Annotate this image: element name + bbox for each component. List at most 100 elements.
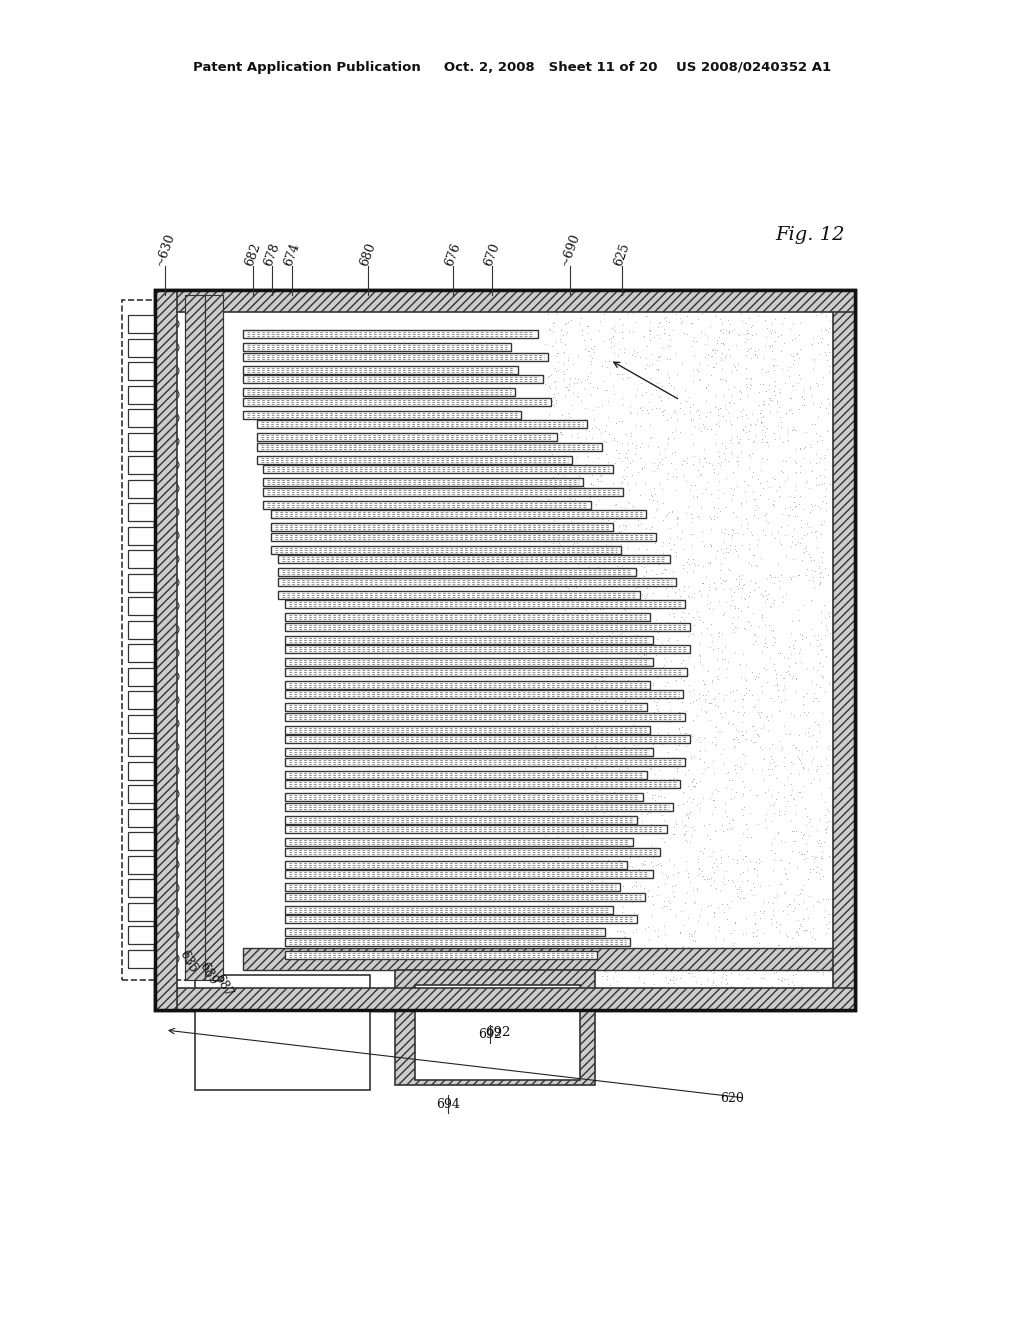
Point xyxy=(773,737,790,758)
Point xyxy=(606,682,623,704)
Point xyxy=(702,418,719,440)
Point xyxy=(705,973,721,994)
Point xyxy=(630,643,646,664)
Point xyxy=(597,755,613,776)
Text: 680: 680 xyxy=(357,242,378,268)
Point xyxy=(811,714,827,735)
Point xyxy=(546,531,562,552)
Point xyxy=(770,969,786,990)
Point xyxy=(688,486,705,507)
Point xyxy=(701,533,718,554)
Point xyxy=(694,861,711,882)
Point xyxy=(642,323,658,345)
Point xyxy=(821,903,838,924)
Point xyxy=(707,821,723,842)
Point xyxy=(692,698,709,719)
Point xyxy=(773,341,790,362)
Point xyxy=(728,878,744,899)
Point xyxy=(746,292,763,313)
Point xyxy=(574,961,591,982)
Point xyxy=(804,413,820,434)
Point xyxy=(559,469,575,490)
Point xyxy=(584,540,600,561)
Point xyxy=(786,974,803,995)
Point xyxy=(553,801,569,822)
Point xyxy=(601,954,617,975)
Point xyxy=(756,956,772,977)
Point xyxy=(730,606,746,627)
Point xyxy=(644,352,660,374)
Point xyxy=(675,581,691,602)
Point xyxy=(758,362,774,383)
Point xyxy=(654,447,671,469)
Point xyxy=(681,871,697,892)
Point xyxy=(771,396,787,417)
Point xyxy=(632,416,648,437)
Point xyxy=(748,495,764,516)
Point xyxy=(558,627,574,648)
Point xyxy=(581,594,597,615)
Point xyxy=(543,560,559,581)
Point xyxy=(682,635,698,656)
Point xyxy=(814,639,830,660)
Point xyxy=(582,859,598,880)
Point xyxy=(680,807,696,828)
Point xyxy=(812,498,828,519)
Point xyxy=(612,545,629,566)
Point xyxy=(621,289,637,310)
Point xyxy=(819,619,836,640)
Point xyxy=(541,544,557,565)
Point xyxy=(544,714,560,735)
Point xyxy=(760,583,776,605)
Point xyxy=(642,774,658,795)
Point xyxy=(578,896,594,917)
Point xyxy=(568,446,585,467)
Point xyxy=(680,862,696,883)
Point xyxy=(668,946,684,968)
Point xyxy=(596,904,612,925)
Point xyxy=(669,527,685,548)
Point xyxy=(698,869,715,890)
Point xyxy=(802,809,818,830)
Point xyxy=(714,983,730,1005)
Point xyxy=(683,816,699,837)
Point xyxy=(716,531,732,552)
Point xyxy=(540,661,556,682)
Point xyxy=(815,665,831,686)
Point xyxy=(612,933,629,954)
Point xyxy=(786,296,803,317)
Point xyxy=(813,524,829,545)
Point xyxy=(583,487,599,508)
Point xyxy=(809,820,825,841)
Point xyxy=(657,936,674,957)
Point xyxy=(694,521,711,543)
Point xyxy=(585,678,601,700)
Point xyxy=(771,921,787,942)
Point xyxy=(665,824,681,845)
Point xyxy=(751,393,767,414)
Point xyxy=(815,668,831,689)
Point xyxy=(639,801,655,822)
Point xyxy=(680,962,696,983)
Point xyxy=(615,875,632,896)
Point xyxy=(649,795,666,816)
Point xyxy=(633,556,649,577)
Point xyxy=(660,312,677,333)
Point xyxy=(560,846,577,867)
Point xyxy=(636,305,652,326)
Point xyxy=(740,339,757,360)
Point xyxy=(614,556,631,577)
Point xyxy=(697,323,714,345)
Point xyxy=(735,743,752,764)
Point xyxy=(810,829,826,850)
Point xyxy=(581,663,597,684)
Point xyxy=(742,374,759,395)
Point xyxy=(547,387,563,408)
Point xyxy=(783,499,800,520)
Point xyxy=(577,296,593,317)
Point xyxy=(797,722,813,743)
Point xyxy=(638,347,654,368)
Point xyxy=(542,729,558,750)
Point xyxy=(679,791,695,812)
Point xyxy=(706,506,722,527)
